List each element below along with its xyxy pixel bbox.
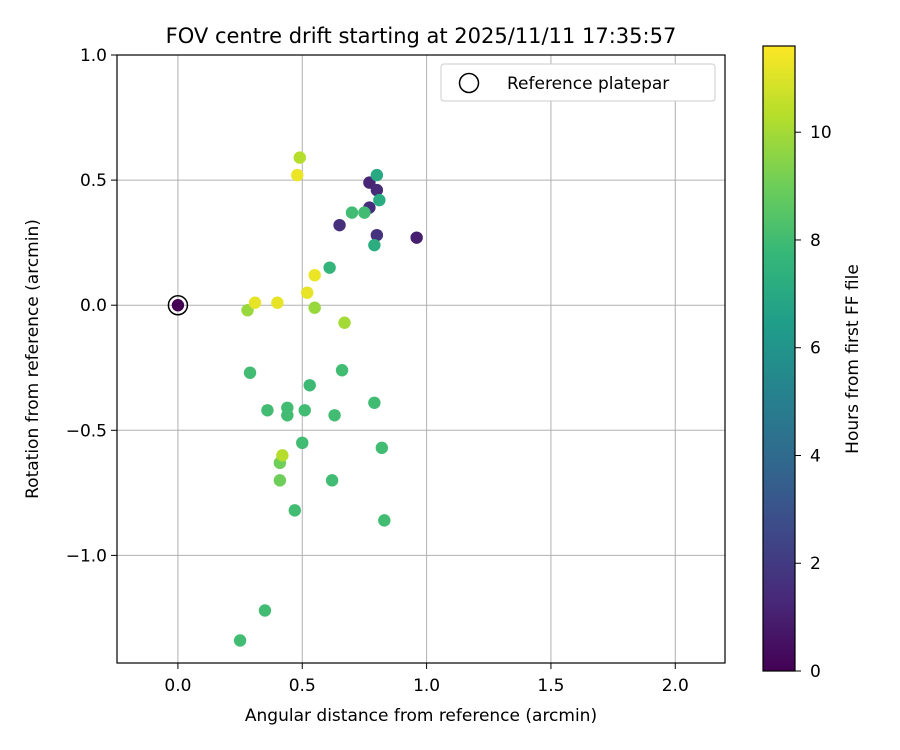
x-tick-label: 0.5: [289, 676, 316, 696]
data-point: [335, 364, 349, 377]
data-point: [261, 404, 274, 417]
data-point: [375, 441, 389, 455]
x-axis-label: Angular distance from reference (arcmin): [245, 706, 597, 726]
plot-background: [117, 55, 725, 663]
data-point: [308, 268, 321, 282]
data-point: [328, 409, 341, 422]
colorbar-tick-label: 10: [810, 123, 832, 143]
data-point: [273, 474, 287, 487]
y-tick-label: −1.0: [66, 546, 107, 566]
data-point: [288, 504, 301, 517]
y-tick-label: 1.0: [80, 46, 107, 66]
data-point: [276, 449, 289, 462]
data-point: [358, 206, 371, 219]
y-tick-label: 0.5: [80, 171, 107, 191]
data-point: [308, 301, 321, 314]
data-point: [345, 206, 359, 219]
data-point: [243, 366, 257, 379]
colorbar-tick-label: 8: [810, 231, 821, 251]
data-point: [410, 231, 423, 244]
data-point: [298, 404, 311, 417]
colorbar-tick-label: 0: [810, 662, 821, 682]
data-point: [296, 436, 309, 450]
legend-marker-reference: [458, 72, 480, 94]
data-point: [373, 193, 386, 207]
data-point: [258, 604, 272, 617]
data-point: [338, 316, 351, 329]
legend-box: [440, 63, 716, 102]
data-point: [281, 409, 294, 422]
legend-label-reference: Reference platepar: [507, 74, 669, 94]
reference-point: [171, 299, 185, 312]
colorbar-tick-label: 4: [810, 446, 821, 466]
data-point: [303, 379, 316, 392]
y-tick-label: 0.0: [80, 296, 107, 316]
colorbar-gradient: [762, 45, 796, 672]
colorbar-ticks: 0 2 4 6 8 10: [795, 123, 832, 682]
data-point: [233, 634, 247, 647]
x-tick-label: 1.0: [413, 676, 440, 696]
data-point: [370, 228, 384, 242]
data-point: [323, 261, 336, 274]
chart-title: FOV centre drift starting at 2025/11/11 …: [166, 24, 677, 48]
reference-platepar-marker: [167, 294, 189, 316]
x-tick-label: 0.0: [164, 676, 191, 696]
data-point: [325, 474, 339, 487]
data-point: [248, 296, 262, 309]
data-point: [291, 168, 304, 182]
plot-frame: [116, 54, 726, 664]
data-point: [368, 238, 381, 252]
data-point: [293, 151, 306, 164]
y-axis-ticks: 1.0 0.5 0.0 −0.5 −1.0: [66, 46, 117, 566]
colorbar-tick-label: 2: [810, 554, 821, 574]
data-points: [167, 151, 423, 647]
y-axis-label: Rotation from reference (arcmin): [23, 219, 43, 499]
y-tick-label: −0.5: [66, 421, 107, 441]
data-point: [368, 396, 381, 409]
colorbar-tick-label: 6: [810, 339, 821, 359]
colorbar-label: Hours from first FF file: [843, 264, 863, 454]
x-tick-label: 2.0: [662, 676, 689, 696]
data-point: [370, 183, 384, 197]
colorbar: 0 2 4 6 8 10 Hours from first FF file: [762, 45, 863, 682]
data-point: [378, 514, 391, 527]
data-point: [333, 218, 346, 232]
data-point: [271, 296, 284, 309]
legend: Reference platepar: [440, 63, 716, 102]
data-point: [370, 168, 384, 182]
data-point: [301, 286, 314, 299]
x-axis-ticks: 0.0 0.5 1.0 1.5 2.0: [164, 663, 689, 696]
x-tick-label: 1.5: [537, 676, 564, 696]
